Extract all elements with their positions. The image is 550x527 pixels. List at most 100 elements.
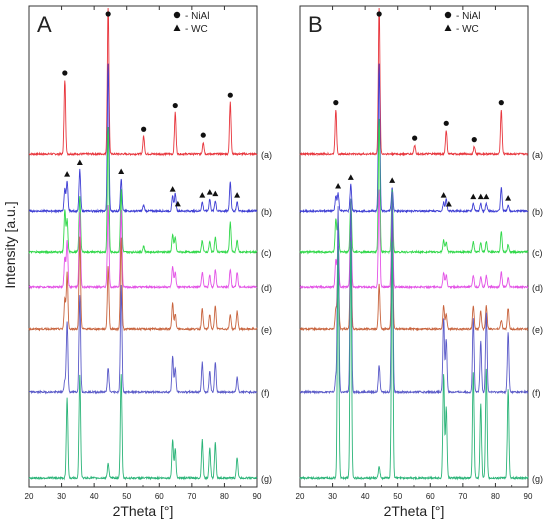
wc-marker (347, 174, 354, 180)
wc-marker (335, 183, 342, 189)
nial-marker (471, 137, 477, 143)
series-b: (b) (28, 63, 272, 217)
x-tick-label: 90 (524, 492, 533, 501)
series-line (28, 236, 258, 332)
series-label: (g) (261, 474, 272, 484)
series-line (28, 7, 258, 157)
series-label: (d) (532, 283, 543, 293)
series-label: (a) (532, 150, 543, 160)
series-line (28, 374, 258, 481)
wc-marker (212, 190, 219, 197)
nial-marker (376, 11, 382, 17)
legend-triangle-marker (173, 24, 181, 31)
x-tick-label: 70 (458, 492, 467, 501)
series-label: (d) (261, 283, 272, 293)
series-line (28, 63, 258, 214)
series-line (299, 7, 529, 157)
wc-marker (445, 200, 452, 207)
wc-marker (505, 195, 512, 201)
series-line (299, 63, 529, 214)
y-axis-title: Intensity [a.u.] (2, 201, 18, 288)
panel-b: 20 30 40 50 60 70 80 90 2Theta [°] B - NiAl - WC (a)… (296, 5, 543, 519)
wc-marker (199, 192, 206, 198)
series-line (299, 189, 529, 290)
series-f: (f) (299, 191, 541, 398)
x-tick-label: 50 (122, 492, 131, 501)
series-a: (a) (299, 7, 543, 160)
x-tick-label: 40 (90, 492, 99, 501)
nial-marker (141, 126, 147, 132)
series-d: (d) (299, 189, 543, 293)
series-label: (f) (261, 388, 270, 398)
wc-marker (174, 200, 181, 207)
wc-marker (389, 177, 396, 183)
legend-label: - WC (456, 24, 479, 35)
series-g: (g) (28, 374, 272, 484)
series-label: (g) (532, 474, 543, 484)
series-a: (a) (28, 7, 272, 160)
series-line (28, 126, 258, 255)
nial-marker (200, 132, 206, 138)
legend-triangle-marker (444, 24, 452, 31)
series-label: (e) (532, 325, 543, 335)
series-f: (f) (28, 284, 270, 398)
series-label: (c) (532, 248, 543, 258)
legend-label: - NiAl (185, 11, 209, 22)
series-line (299, 225, 529, 332)
series-label: (a) (261, 150, 272, 160)
x-tick-label: 20 (296, 492, 305, 501)
x-tick-label: 30 (328, 492, 337, 501)
x-tick-label: 70 (187, 492, 196, 501)
x-tick-label: 90 (253, 492, 262, 501)
wc-marker (234, 192, 241, 198)
nial-marker (227, 92, 233, 98)
panels-layer: 20 30 40 50 60 70 80 90 2Theta [°] A - NiAl - WC (a)… (25, 5, 543, 519)
nial-marker (172, 102, 178, 109)
nial-marker (333, 100, 339, 106)
series-d: (d) (28, 204, 272, 293)
wc-marker (440, 192, 447, 198)
nial-marker (412, 135, 418, 141)
x-tick-label: 30 (57, 492, 66, 501)
series-e: (e) (28, 236, 272, 335)
series-line (28, 204, 258, 290)
wc-marker (206, 189, 213, 195)
legend-circle-marker (444, 11, 452, 19)
wc-marker (64, 171, 71, 177)
nial-marker (105, 11, 111, 17)
series-label: (b) (532, 207, 543, 217)
x-axis-title: 2Theta [°] (113, 503, 174, 519)
x-tick-label: 80 (491, 492, 500, 501)
series-line (28, 284, 258, 395)
legend-label: - NiAl (456, 11, 480, 22)
series-label: (c) (261, 248, 272, 258)
panel-a: 20 30 40 50 60 70 80 90 2Theta [°] A - NiAl - WC (a)… (25, 5, 272, 519)
panel-letter: B (308, 12, 323, 37)
x-tick-label: 60 (155, 492, 164, 501)
legend: - NiAl - WC (173, 11, 209, 35)
x-tick-label: 80 (220, 492, 229, 501)
nial-marker (62, 70, 68, 76)
wc-marker (483, 193, 490, 200)
series-label: (e) (261, 325, 272, 335)
series-line (299, 191, 529, 395)
x-tick-label: 40 (361, 492, 370, 501)
x-tick-label: 50 (393, 492, 402, 501)
series-b: (b) (299, 63, 543, 217)
wc-marker (470, 193, 477, 200)
series-label: (f) (532, 388, 541, 398)
wc-marker (118, 168, 125, 174)
series-e: (e) (299, 225, 543, 335)
wc-marker (76, 159, 83, 166)
nial-marker (443, 120, 449, 126)
wc-marker (169, 186, 176, 192)
legend-label: - WC (185, 24, 208, 35)
legend: - NiAl - WC (444, 11, 480, 35)
x-tick-label: 60 (426, 492, 435, 501)
legend-circle-marker (173, 11, 181, 19)
panel-letter: A (37, 12, 52, 37)
series-g: (g) (299, 240, 543, 484)
nial-marker (498, 100, 504, 106)
